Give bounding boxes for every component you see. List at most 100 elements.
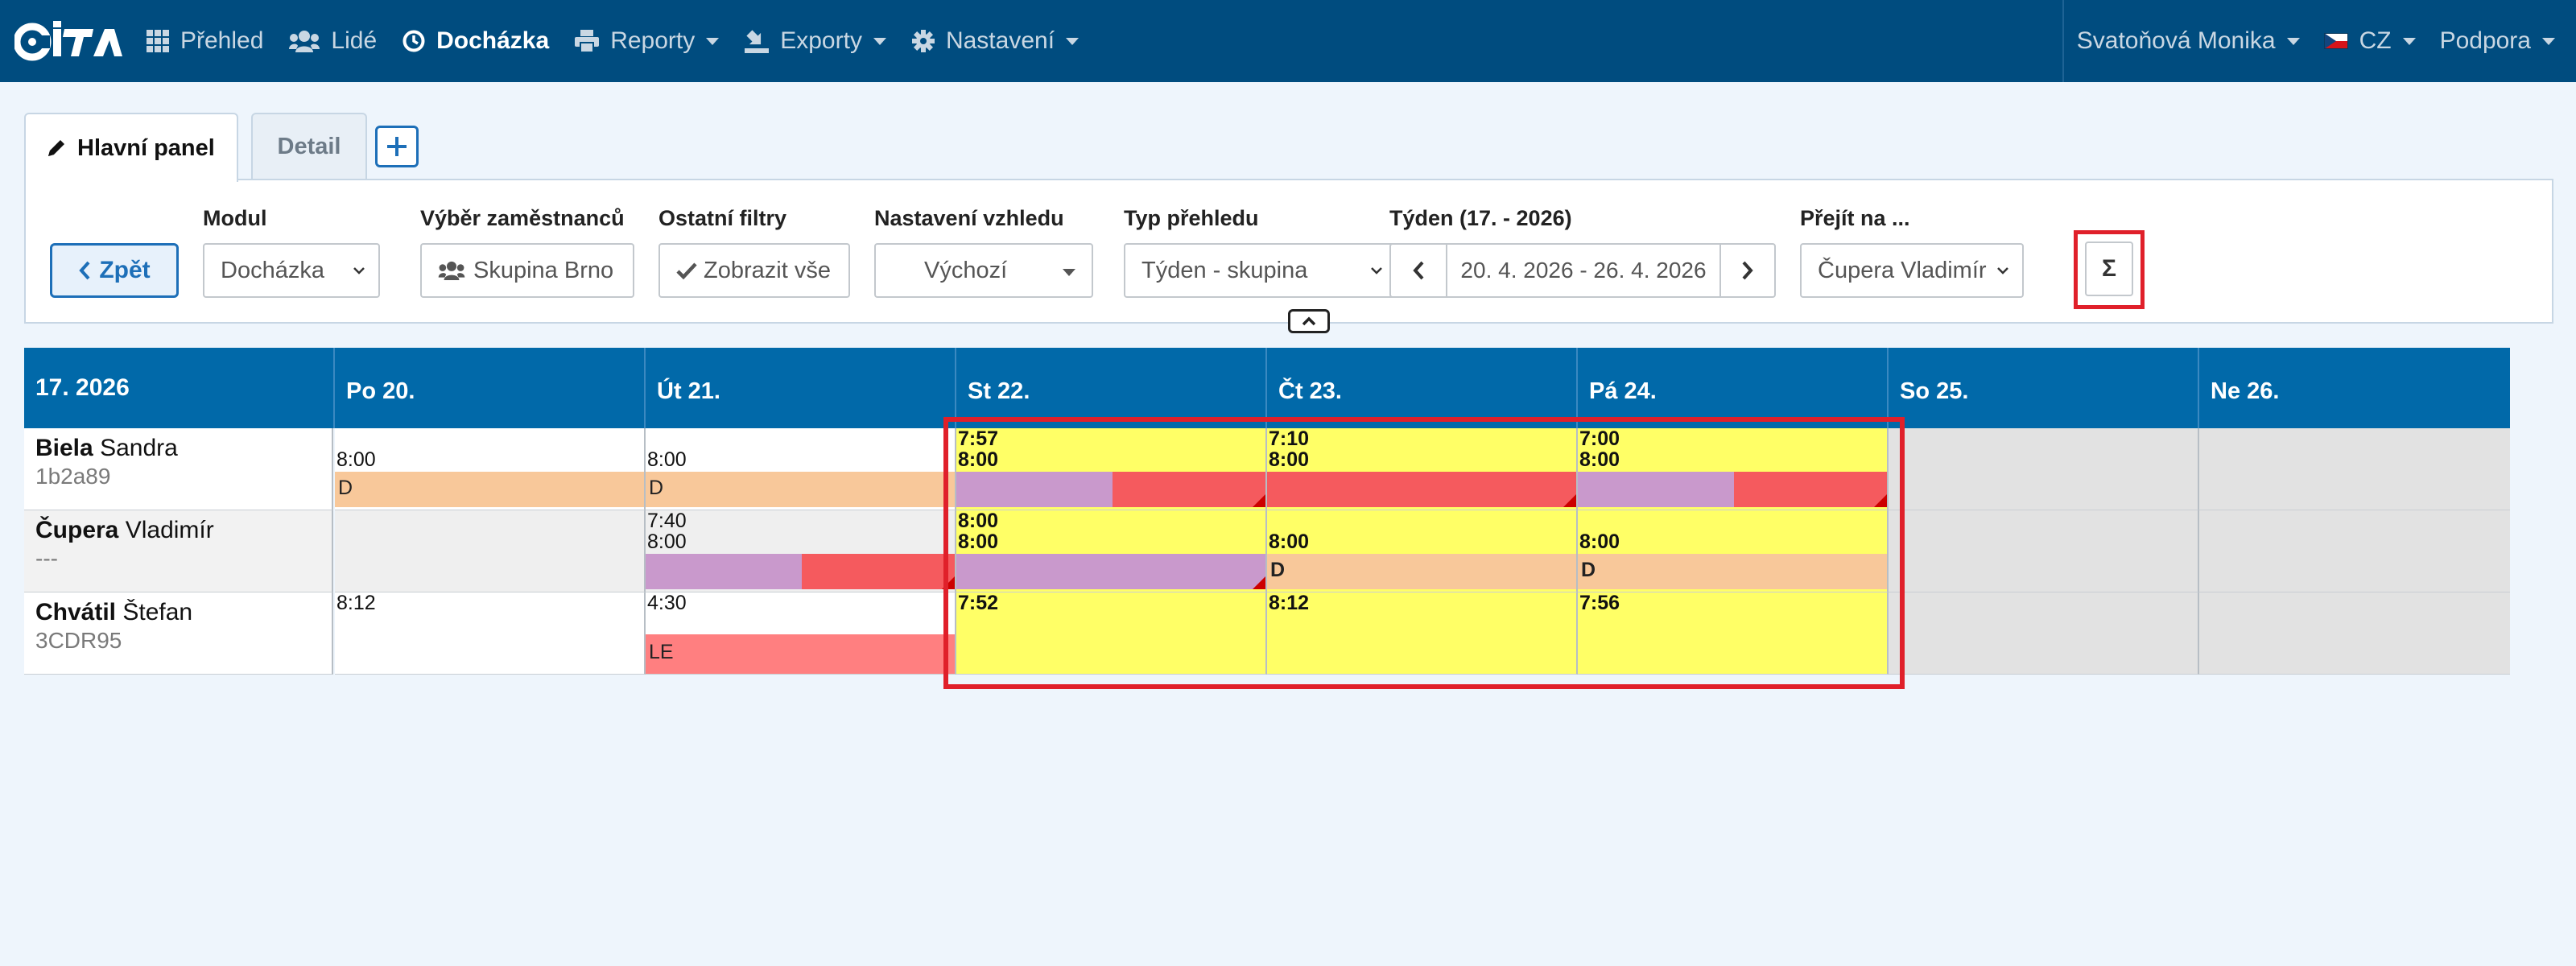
nav-lide[interactable]: Lidé bbox=[289, 27, 377, 55]
day-cell[interactable]: 8:12 bbox=[335, 592, 646, 675]
day-cell[interactable]: 7:52 bbox=[956, 592, 1267, 675]
appearance-select[interactable]: Výchozí bbox=[874, 243, 1093, 298]
employees-button[interactable]: Skupina Brno bbox=[420, 243, 634, 298]
collapse-filters-button[interactable] bbox=[1288, 309, 1330, 333]
week-range-input[interactable]: 20. 4. 2026 - 26. 4. 2026 bbox=[1446, 243, 1721, 298]
day-cell[interactable]: 7:56 bbox=[1578, 592, 1889, 675]
day-header[interactable]: Čt 23. bbox=[1267, 348, 1578, 428]
day-cell-weekend[interactable] bbox=[1889, 428, 2199, 510]
day-header[interactable]: So 25. bbox=[1889, 348, 2199, 428]
nav-exporty[interactable]: Exporty bbox=[745, 27, 886, 55]
add-tab-button[interactable] bbox=[375, 126, 419, 167]
tab-hlavni-panel[interactable]: Hlavní panel bbox=[24, 113, 238, 182]
clock-icon bbox=[402, 30, 425, 52]
nav-prehled[interactable]: Přehled bbox=[147, 27, 263, 55]
nav-divider bbox=[2062, 0, 2064, 82]
chevron-up-icon bbox=[1302, 316, 1316, 326]
caret-down-icon bbox=[1063, 269, 1075, 276]
user-name: Svatoňová Monika bbox=[2076, 27, 2276, 54]
goto-select[interactable]: Čupera Vladimír bbox=[1800, 243, 2024, 298]
absence-bar: D bbox=[1267, 554, 1576, 589]
day-header[interactable]: St 22. bbox=[956, 348, 1267, 428]
next-week-button[interactable] bbox=[1719, 243, 1776, 298]
sum-button[interactable]: Σ bbox=[2085, 242, 2133, 296]
day-header[interactable]: Po 20. bbox=[335, 348, 646, 428]
modul-select[interactable]: Docházka bbox=[203, 243, 380, 298]
day-cell-weekend[interactable] bbox=[1889, 510, 2199, 592]
worked-time: 7:57 bbox=[958, 428, 999, 450]
day-header[interactable]: Út 21. bbox=[646, 348, 956, 428]
nav-exporty-label: Exporty bbox=[780, 27, 862, 54]
worked-time: 8:00 bbox=[958, 510, 999, 532]
attendance-bar bbox=[646, 554, 802, 589]
day-cell[interactable]: 7:57 8:00 bbox=[956, 428, 1267, 510]
day-cell[interactable]: 7:10 8:00 bbox=[1267, 428, 1578, 510]
chevron-down-icon bbox=[873, 37, 886, 45]
nav-reporty[interactable]: Reporty bbox=[575, 27, 720, 55]
day-cell[interactable]: 7:40 8:00 bbox=[646, 510, 956, 592]
day-cell[interactable]: 8:12 bbox=[1267, 592, 1578, 675]
modul-value: Docházka bbox=[221, 257, 324, 283]
nav-dochazka[interactable]: Docházka bbox=[402, 27, 549, 55]
employee-code: 3CDR95 bbox=[35, 628, 122, 653]
chevron-down-icon bbox=[1371, 267, 1382, 275]
day-cell[interactable]: 8:00 D bbox=[646, 428, 956, 510]
type-value: Týden - skupina bbox=[1141, 257, 1308, 283]
export-icon bbox=[745, 29, 770, 53]
chevron-down-icon bbox=[1997, 267, 2008, 275]
day-header[interactable]: Pá 24. bbox=[1578, 348, 1889, 428]
worked-time: 7:00 bbox=[1579, 428, 1620, 450]
support-menu[interactable]: Podpora bbox=[2440, 27, 2555, 55]
day-cell-weekend[interactable] bbox=[2199, 592, 2510, 675]
attendance-bar bbox=[1267, 472, 1576, 507]
day-header[interactable]: Ne 26. bbox=[2211, 378, 2280, 404]
other-filters-button[interactable]: Zobrazit vše bbox=[658, 243, 850, 298]
language-menu[interactable]: CZ bbox=[2323, 27, 2416, 55]
chevron-down-icon bbox=[706, 37, 720, 45]
warning-corner-icon bbox=[1253, 575, 1265, 589]
day-cell[interactable]: 8:00 D bbox=[335, 428, 646, 510]
plan-time: 8:00 bbox=[647, 530, 687, 553]
employee-row-header[interactable]: Chvátil Štefan 3CDR95 bbox=[24, 592, 333, 675]
nav-prehled-label: Přehled bbox=[180, 27, 264, 54]
day-cell[interactable]: 4:30 LE bbox=[646, 592, 956, 675]
top-navbar: Přehled Lidé Docházka Reporty Exporty bbox=[0, 0, 2576, 82]
tab-detail[interactable]: Detail bbox=[251, 113, 367, 179]
back-button-label: Zpět bbox=[99, 257, 151, 283]
employees-value: Skupina Brno bbox=[473, 257, 614, 283]
modul-label: Modul bbox=[203, 206, 267, 230]
type-select[interactable]: Týden - skupina bbox=[1124, 243, 1397, 298]
day-cell[interactable] bbox=[335, 510, 646, 592]
day-cell[interactable]: 8:00 D bbox=[1267, 510, 1578, 592]
worked-time: 4:30 bbox=[647, 592, 687, 614]
nav-dochazka-label: Docházka bbox=[436, 27, 550, 54]
czech-flag-icon bbox=[2323, 33, 2348, 49]
users-icon bbox=[438, 261, 465, 280]
attendance-bar bbox=[1113, 472, 1265, 507]
day-cell-weekend[interactable] bbox=[1889, 592, 2199, 675]
employee-code: --- bbox=[35, 546, 58, 571]
employee-row-header[interactable]: Čupera Vladimír --- bbox=[24, 510, 333, 592]
employee-name: Biela Sandra bbox=[35, 435, 178, 461]
day-cell[interactable]: 8:00 8:00 bbox=[956, 510, 1267, 592]
absence-bar: D bbox=[335, 472, 644, 507]
day-cell[interactable]: 7:00 8:00 bbox=[1578, 428, 1889, 510]
appearance-label: Nastavení vzhledu bbox=[874, 206, 1064, 230]
user-menu[interactable]: Svatoňová Monika bbox=[2077, 27, 2300, 55]
employee-row-header[interactable]: Biela Sandra 1b2a89 bbox=[24, 428, 333, 510]
app-logo[interactable] bbox=[14, 21, 124, 63]
absence-bar: D bbox=[1578, 554, 1887, 589]
employees-label: Výběr zaměstnanců bbox=[420, 206, 625, 230]
chevron-down-icon bbox=[1066, 37, 1080, 45]
prev-week-button[interactable] bbox=[1389, 243, 1447, 298]
day-cell-weekend[interactable] bbox=[2199, 428, 2510, 510]
day-cell-weekend[interactable] bbox=[2199, 510, 2510, 592]
plan-time: 8:00 bbox=[1579, 448, 1620, 471]
worked-time: 7:56 bbox=[1579, 592, 1620, 614]
check-icon bbox=[676, 262, 697, 279]
day-cell[interactable]: 8:00 D bbox=[1578, 510, 1889, 592]
back-button[interactable]: Zpět bbox=[50, 243, 179, 298]
nav-nastaveni[interactable]: Nastavení bbox=[911, 27, 1080, 55]
goto-label: Přejít na ... bbox=[1800, 206, 1910, 230]
grid-icon bbox=[147, 30, 169, 52]
